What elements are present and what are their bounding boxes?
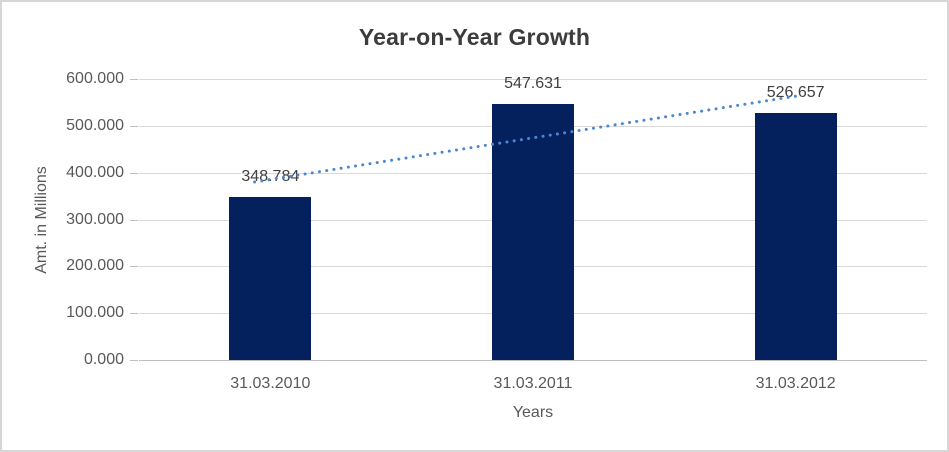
data-label-31.03.2012: 526.657 <box>766 84 825 102</box>
y-tick-label: 600.000 <box>66 70 124 87</box>
chart-title: Year-on-Year Growth <box>358 24 591 50</box>
x-tick-label: 31.03.2012 <box>755 375 836 392</box>
data-label-31.03.2010: 348.784 <box>241 167 300 185</box>
bar-31.03.2010 <box>229 196 312 360</box>
data-label-31.03.2011: 547.631 <box>504 74 562 92</box>
x-axis-title: Years <box>512 404 554 421</box>
bar-31.03.2011 <box>492 103 574 360</box>
bar-31.03.2012 <box>754 113 837 360</box>
y-tick-mark <box>130 125 138 127</box>
y-tick-label: 0.000 <box>83 351 124 368</box>
y-tick-label: 300.000 <box>66 210 124 228</box>
gridline <box>139 79 927 80</box>
y-tick-mark <box>130 360 138 361</box>
y-tick-label: 500.000 <box>66 116 124 134</box>
y-tick-mark <box>130 313 138 315</box>
x-tick-label: 31.03.2010 <box>230 375 311 392</box>
y-tick-mark <box>130 266 138 268</box>
x-tick-label: 31.03.2011 <box>493 375 573 392</box>
y-tick-label: 100.000 <box>66 304 124 322</box>
y-tick-label: 200.000 <box>66 257 124 275</box>
y-tick-mark <box>130 219 138 221</box>
y-tick-mark <box>130 172 138 174</box>
y-tick-mark <box>130 79 138 80</box>
x-axis-line <box>139 360 927 361</box>
y-tick-label: 400.000 <box>66 163 124 181</box>
